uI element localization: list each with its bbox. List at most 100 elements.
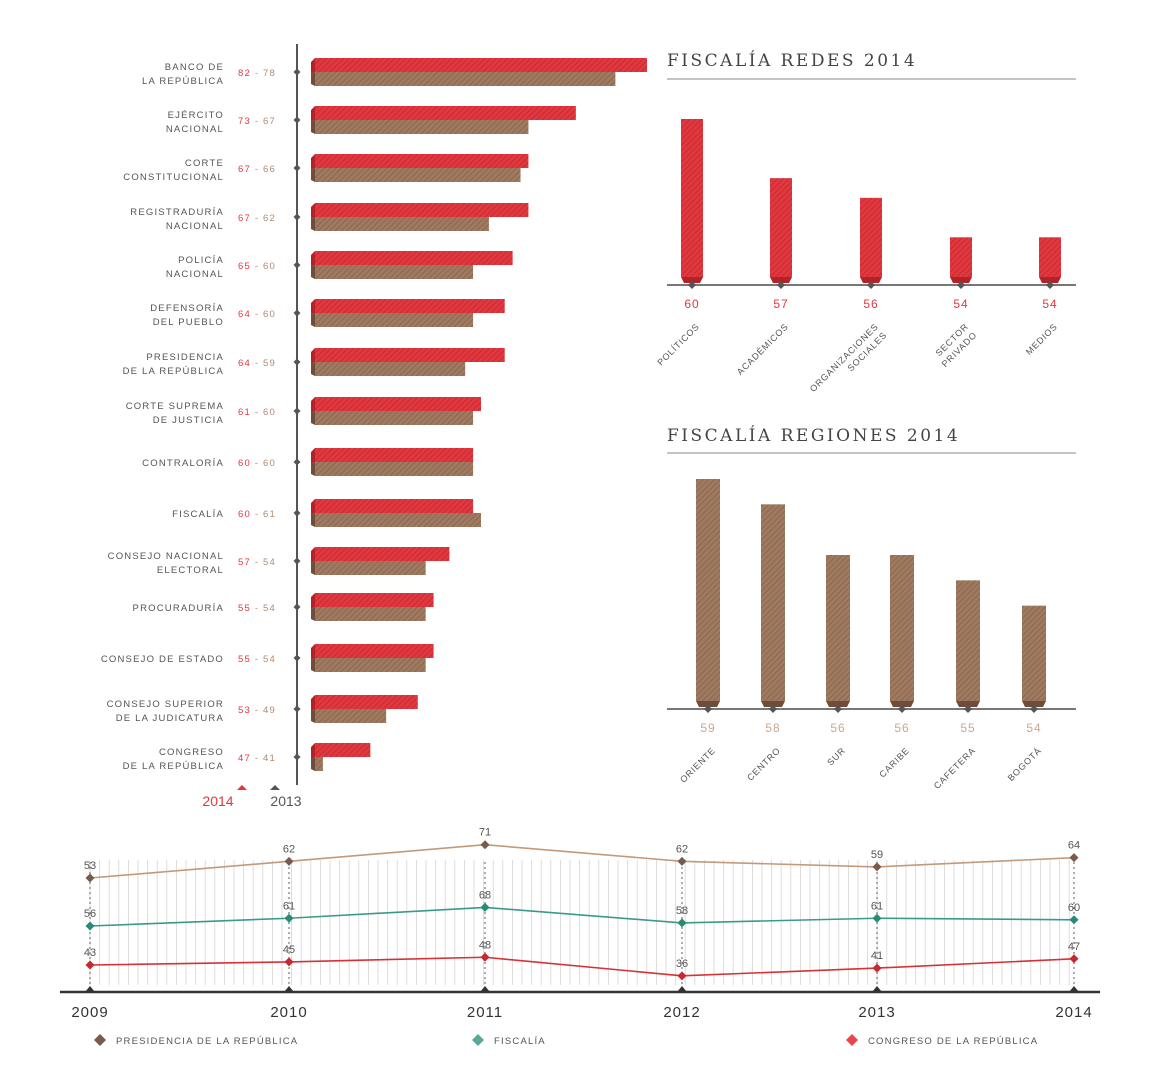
- bar-2014-edge: [311, 58, 315, 74]
- data-point: [480, 840, 490, 850]
- data-label: 41: [871, 950, 883, 962]
- legend-marker: [94, 1034, 106, 1046]
- bar-base: [1039, 277, 1061, 283]
- axis-marker: [293, 164, 301, 172]
- legend-marker: [846, 1034, 858, 1046]
- bar-2013-edge: [311, 561, 315, 575]
- bar-2014: [315, 251, 513, 265]
- data-point: [677, 971, 687, 981]
- axis-marker: [293, 116, 301, 124]
- bar-value-label: 47 - 41: [238, 753, 276, 764]
- axis-marker: [293, 557, 301, 565]
- axis-marker: [898, 705, 906, 713]
- bar: [1022, 605, 1046, 701]
- bar: [770, 178, 792, 277]
- bar-2013-edge: [311, 411, 315, 425]
- category-label: ELECTORAL: [157, 565, 224, 576]
- bar-2014-edge: [311, 203, 315, 219]
- bar-value-label: 60 - 61: [238, 509, 276, 520]
- bar-2013: [315, 757, 323, 771]
- data-label: 60: [1068, 902, 1080, 914]
- bar-2013: [315, 72, 616, 86]
- bar-2014: [315, 203, 529, 217]
- bar-2014: [315, 106, 576, 120]
- axis-marker: [777, 281, 785, 289]
- category-label: CORTE SUPREMA: [126, 401, 224, 412]
- bar-2014-edge: [311, 695, 315, 711]
- data-label: 68: [479, 889, 491, 901]
- category-label: SUR: [825, 745, 847, 767]
- bar-2014-edge: [311, 251, 315, 267]
- bar-value-label: 56: [863, 297, 878, 311]
- bar-2013: [315, 709, 387, 723]
- year-tick: [85, 986, 95, 992]
- bar-value-label: 60 - 60: [238, 458, 276, 469]
- bar-base: [890, 701, 914, 707]
- fiscalia-regiones-chart: FISCALÍA REGIONES 2014 59 ORIENTE 58 CENTRO…: [667, 425, 1076, 791]
- x-tick-label: 2014: [1055, 1004, 1092, 1021]
- category-label: NACIONAL: [166, 124, 224, 135]
- bar-2014-edge: [311, 644, 315, 660]
- legend-marker: [472, 1034, 484, 1046]
- category-label: BANCO DE: [165, 62, 224, 73]
- bar-value-label: 53 - 49: [238, 705, 276, 716]
- category-label: PROCURADURÍA: [133, 603, 224, 614]
- bar-2013-edge: [311, 120, 315, 134]
- category-label: ORGANIZACIONESSOCIALES: [808, 321, 889, 402]
- year-tick: [284, 986, 294, 992]
- bar-value-label: 67 - 62: [238, 213, 276, 224]
- data-label: 62: [676, 843, 688, 855]
- data-point: [872, 963, 882, 973]
- axis-marker: [293, 753, 301, 761]
- axis-marker: [293, 705, 301, 713]
- category-label: DE LA JUDICATURA: [116, 713, 224, 724]
- bar-2013-edge: [311, 72, 315, 86]
- bar-2013-edge: [311, 658, 315, 672]
- bar-value-label: 55: [960, 721, 975, 735]
- data-point: [677, 856, 687, 866]
- bar-2013-edge: [311, 607, 315, 621]
- bar-value-label: 54: [1026, 721, 1041, 735]
- category-label: DEL PUEBLO: [153, 317, 224, 328]
- bar-base: [770, 277, 792, 283]
- category-label: ORIENTE: [678, 745, 717, 784]
- series-line: [89, 906, 1075, 927]
- bar-value-label: 54: [1042, 297, 1057, 311]
- category-label: CORTE: [185, 158, 224, 169]
- bar-2014: [315, 397, 481, 411]
- category-label: CONSTITUCIONAL: [123, 172, 224, 183]
- bar-base: [956, 701, 980, 707]
- bar-value-label: 55 - 54: [238, 654, 276, 665]
- data-label: 64: [1068, 840, 1080, 852]
- legend-label: CONGRESO DE LA REPÚBLICA: [868, 1036, 1038, 1047]
- category-label: CONSEJO SUPERIOR: [107, 699, 224, 710]
- bar-2013: [315, 411, 474, 425]
- bar-2013-edge: [311, 313, 315, 327]
- bar-2013: [315, 607, 426, 621]
- data-point: [85, 960, 95, 970]
- bar: [860, 197, 882, 277]
- data-point: [1069, 853, 1079, 863]
- category-label: POLÍTICOS: [655, 321, 701, 367]
- category-label: CONTRALORÍA: [142, 458, 224, 469]
- data-label: 61: [871, 900, 883, 912]
- bar-value-label: 55 - 54: [238, 603, 276, 614]
- bar: [696, 479, 720, 701]
- category-label: EJÉRCITO: [168, 110, 224, 121]
- bar-2013: [315, 513, 481, 527]
- category-label: PRESIDENCIA: [146, 352, 224, 363]
- bar-2014: [315, 58, 647, 72]
- bar-value-label: 64 - 59: [238, 358, 276, 369]
- bar-2013-edge: [311, 362, 315, 376]
- data-label: 47: [1068, 941, 1080, 953]
- bar-2014-edge: [311, 743, 315, 759]
- category-label: DE LA REPÚBLICA: [123, 761, 224, 772]
- bar-2014: [315, 499, 474, 513]
- bar-2014-edge: [311, 593, 315, 609]
- category-label: FISCALÍA: [172, 509, 224, 520]
- category-label: CAFETERA: [932, 745, 978, 791]
- bar-base: [860, 277, 882, 283]
- category-label: CARIBE: [877, 745, 911, 779]
- axis-marker: [293, 68, 301, 76]
